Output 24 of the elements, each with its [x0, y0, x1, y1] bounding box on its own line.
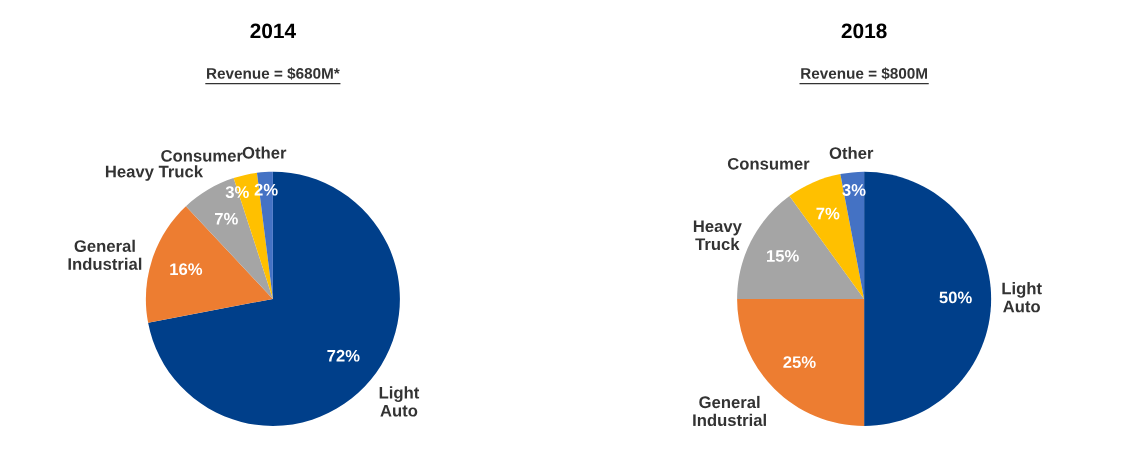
slice-label: Other [829, 146, 874, 160]
slice-label: Consumer [161, 149, 243, 162]
data-label: 15% [767, 250, 799, 262]
data-label: 72% [327, 349, 360, 362]
data-label: 16% [170, 263, 203, 276]
data-label: 25% [783, 356, 816, 369]
slice-label: Heavy Truck [693, 220, 742, 251]
data-label: 50% [939, 291, 972, 304]
pie-slice [145, 206, 273, 323]
data-label: 7% [215, 212, 238, 225]
pie-slice [864, 171, 992, 426]
slice-label: General Industrial [68, 239, 142, 270]
slice-label: General Industrial [693, 395, 766, 427]
chart-subtitle: Revenue = $800M [801, 67, 928, 80]
chart-subtitle: Revenue = $680M* [207, 67, 340, 80]
data-label: 7% [816, 207, 840, 220]
slice-label: Heavy Truck [105, 165, 204, 181]
slice-label: Other [242, 146, 287, 159]
slice-label: Consumer [727, 157, 810, 170]
chart-title: 2014 [250, 23, 296, 39]
pie-slice [840, 171, 865, 299]
slice-label: Light Auto [379, 386, 420, 417]
chart-title: 2018 [841, 23, 887, 39]
slice-label: Light Auto [1002, 282, 1042, 313]
